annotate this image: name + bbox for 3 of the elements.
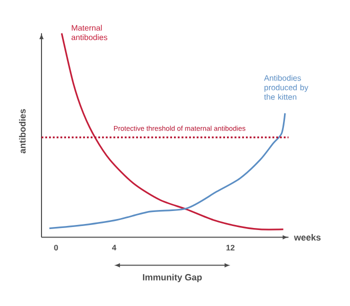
text: Immunity Gap <box>142 274 202 282</box>
y-axis-title: antibodies <box>19 109 26 154</box>
x-axis-title: weeks <box>294 234 321 241</box>
